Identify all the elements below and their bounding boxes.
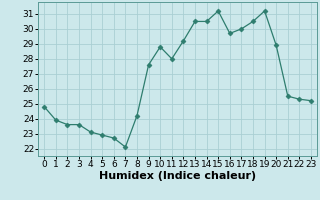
X-axis label: Humidex (Indice chaleur): Humidex (Indice chaleur) xyxy=(99,171,256,181)
